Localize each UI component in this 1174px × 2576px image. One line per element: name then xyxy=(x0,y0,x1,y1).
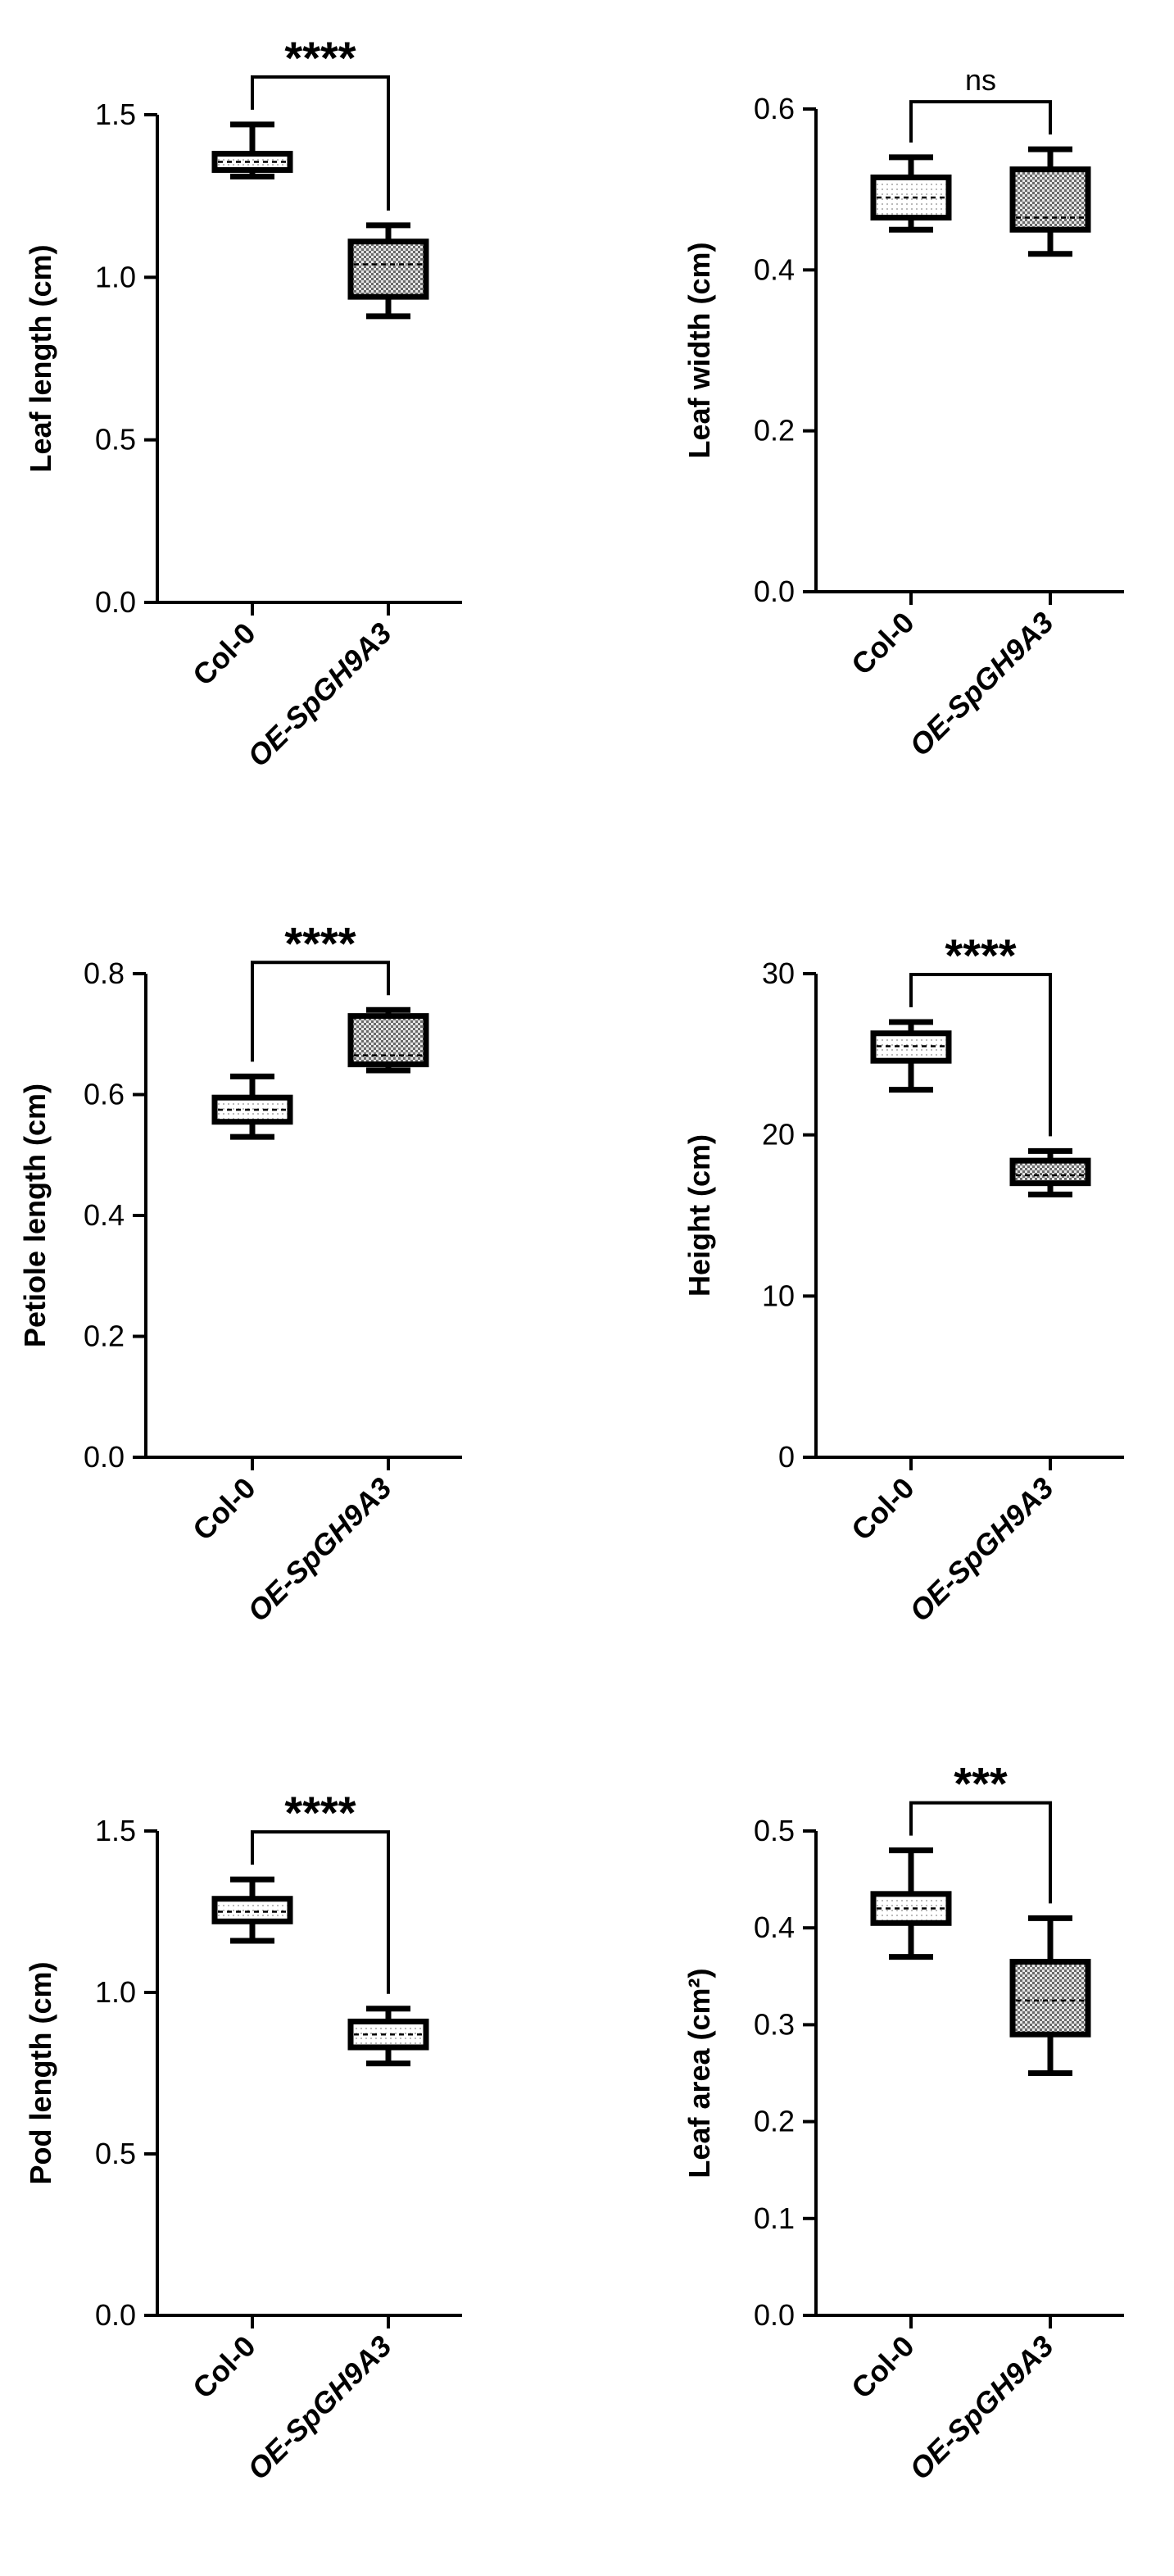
y-axis-label: Leaf width (cm) xyxy=(682,242,716,458)
significance-bracket xyxy=(909,100,1052,143)
y-tick-label: 0.0 xyxy=(95,2298,136,2332)
y-tick-label: 20 xyxy=(762,1118,795,1152)
y-tick-label: 0.0 xyxy=(754,2298,795,2332)
iqr-box xyxy=(870,174,952,221)
y-tick-label: 0.3 xyxy=(754,2007,795,2041)
x-category-label: OE-SpGH9A3 xyxy=(241,1471,398,1629)
y-tick-label: 0.0 xyxy=(754,575,795,608)
x-category-label: OE-SpGH9A3 xyxy=(903,1471,1060,1629)
y-axis-label: Pod length (cm) xyxy=(24,1962,57,2185)
y-tick-label: 0.0 xyxy=(84,1440,125,1474)
chart-panel-5: 0.0 0.5 1.0 1.5 Pod length (cm) Col-0OE-SpGH9… xyxy=(24,1787,462,2486)
y-tick-label: 0 xyxy=(778,1440,795,1474)
y-tick-label: 0.4 xyxy=(84,1198,125,1232)
x-category-label: Col-0 xyxy=(845,606,921,682)
y-tick-label: 0.6 xyxy=(84,1078,125,1111)
y-tick-label: 1.0 xyxy=(95,1975,136,2009)
y-axis-label: Petiole length (cm) xyxy=(18,1084,52,1347)
chart-panel-6: 0.0 0.1 0.2 0.3 0.4 0.5 Leaf area (cm²) Col-0OE… xyxy=(682,1758,1124,2487)
y-tick-label: 1.5 xyxy=(95,98,136,131)
box-col-0 xyxy=(211,121,293,179)
x-category-label: OE-SpGH9A3 xyxy=(903,2329,1060,2487)
y-axis-label: Leaf area (cm²) xyxy=(682,1968,716,2178)
y-tick-label: 0.0 xyxy=(95,585,136,619)
significance-label: **** xyxy=(284,32,356,84)
significance-label: **** xyxy=(284,917,356,969)
chart-panel-3: 0.0 0.2 0.4 0.6 0.8 Petiole length (cm) Col-0O… xyxy=(18,917,462,1628)
box-col-0 xyxy=(870,154,952,233)
chart-panel-4: 0 10 20 30 Height (cm) Col-0OE-SpGH9A3 **** xyxy=(682,929,1124,1628)
x-category-label: OE-SpGH9A3 xyxy=(241,2329,398,2487)
iqr-box xyxy=(347,239,429,300)
y-tick-label: 30 xyxy=(762,956,795,990)
x-category-label: OE-SpGH9A3 xyxy=(241,616,398,774)
y-tick-label: 0.4 xyxy=(754,252,795,286)
box-col-0 xyxy=(870,1847,952,1960)
x-category-label: Col-0 xyxy=(186,2329,262,2406)
iqr-box xyxy=(211,1094,293,1125)
significance-label: **** xyxy=(945,929,1016,981)
y-tick-label: 1.5 xyxy=(95,1814,136,1847)
significance-label: ns xyxy=(965,63,996,97)
significance-bracket xyxy=(251,961,390,1062)
iqr-box xyxy=(1009,166,1091,233)
box-oe-spgh9a3 xyxy=(347,1006,429,1074)
iqr-box xyxy=(211,1896,293,1924)
y-tick-label: 0.2 xyxy=(754,414,795,448)
significance-label: *** xyxy=(954,1758,1008,1810)
box-col-0 xyxy=(211,1073,293,1140)
iqr-box xyxy=(1009,1959,1091,2038)
y-tick-label: 0.2 xyxy=(84,1320,125,1353)
x-category-label: OE-SpGH9A3 xyxy=(903,606,1060,763)
y-tick-label: 0.1 xyxy=(754,2201,795,2235)
significance-bracket xyxy=(251,75,390,211)
box-oe-spgh9a3 xyxy=(1009,1915,1091,2076)
iqr-box xyxy=(347,1013,429,1068)
y-tick-label: 0.8 xyxy=(84,956,125,990)
significance-bracket xyxy=(909,973,1052,1137)
y-tick-label: 10 xyxy=(762,1279,795,1312)
y-tick-label: 0.2 xyxy=(754,2105,795,2138)
significance-bracket xyxy=(909,1801,1052,1904)
y-tick-label: 0.6 xyxy=(754,92,795,125)
x-category-label: Col-0 xyxy=(845,1471,921,1547)
significance-label: **** xyxy=(284,1787,356,1838)
iqr-box xyxy=(870,1891,952,1926)
chart-panel-1: 0.0 0.5 1.0 1.5 Leaf length (cm) Col-0OE-SpGH… xyxy=(24,32,462,773)
y-tick-label: 0.5 xyxy=(95,2137,136,2170)
iqr-box xyxy=(870,1030,952,1064)
chart-panel-2: 0.0 0.2 0.4 0.6 Leaf width (cm) Col-0OE-SpGH9… xyxy=(682,63,1124,762)
box-col-0 xyxy=(211,1876,293,1944)
x-category-label: Col-0 xyxy=(845,2329,921,2406)
significance-bracket xyxy=(251,1830,390,1994)
y-axis-label: Height (cm) xyxy=(682,1134,716,1297)
box-oe-spgh9a3 xyxy=(347,2006,429,2067)
x-category-label: Col-0 xyxy=(186,616,262,693)
box-col-0 xyxy=(870,1019,952,1093)
y-tick-label: 0.5 xyxy=(95,423,136,457)
box-oe-spgh9a3 xyxy=(1009,1147,1091,1197)
iqr-box xyxy=(1009,1157,1091,1187)
iqr-box xyxy=(347,2018,429,2051)
x-category-label: Col-0 xyxy=(186,1471,262,1547)
box-oe-spgh9a3 xyxy=(1009,146,1091,257)
y-axis-label: Leaf length (cm) xyxy=(24,244,57,472)
iqr-box xyxy=(211,151,293,173)
y-tick-label: 1.0 xyxy=(95,260,136,293)
y-tick-label: 0.4 xyxy=(754,1910,795,1944)
y-tick-label: 0.5 xyxy=(754,1814,795,1847)
box-oe-spgh9a3 xyxy=(347,222,429,320)
